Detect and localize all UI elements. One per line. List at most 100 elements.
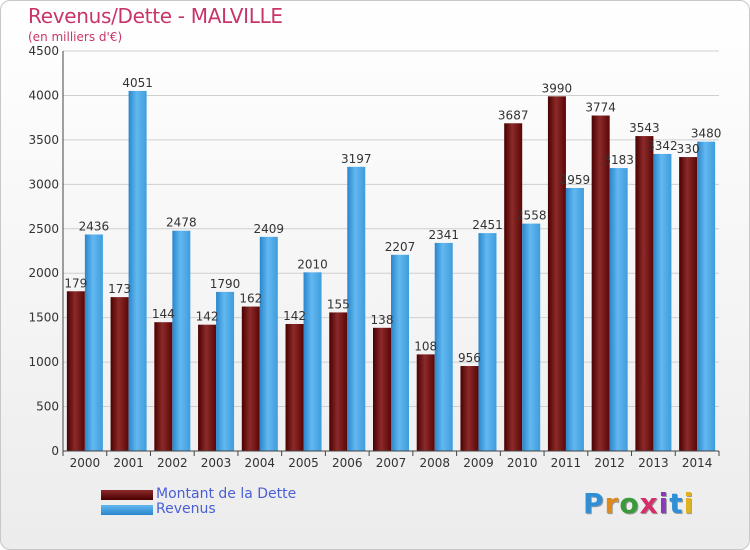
- x-tick-label: 2003: [201, 456, 232, 470]
- bar-debt: [329, 312, 348, 451]
- x-tick-label: 2001: [113, 456, 144, 470]
- bar-debt: [373, 327, 391, 451]
- bar-debt: [198, 324, 217, 451]
- logo-letter: r: [604, 487, 620, 520]
- data-label-revenue: 2558: [516, 209, 547, 223]
- bar-revenue: [216, 291, 235, 451]
- data-label-debt: 330: [677, 142, 700, 156]
- y-tick-label: 3000: [28, 177, 59, 191]
- data-label-debt: 3543: [629, 121, 660, 135]
- data-label-revenue: 2010: [297, 257, 328, 271]
- bar-debt: [154, 322, 173, 451]
- chart-title: Revenus/Dette - MALVILLE: [28, 4, 283, 28]
- data-label-revenue: 3197: [341, 152, 372, 166]
- data-label-debt: 179: [64, 276, 87, 290]
- x-tick-label: 2014: [682, 456, 713, 470]
- bar-revenue: [303, 272, 322, 451]
- bar-debt: [547, 96, 566, 451]
- y-tick-label: 500: [36, 400, 59, 414]
- y-tick-label: 2000: [28, 266, 59, 280]
- axes: 0 500 1000 1500 2000 2500 3000 3500 4000 4500 2000…: [28, 44, 720, 470]
- data-label-debt: 144: [152, 307, 175, 321]
- y-tick-label: 4500: [28, 44, 59, 58]
- bar-revenue: [259, 236, 278, 451]
- data-label-debt: 142: [283, 309, 306, 323]
- data-label-debt: 173: [108, 282, 131, 296]
- logo-letter: i: [658, 487, 670, 520]
- data-label-debt: 162: [239, 292, 262, 306]
- bar-revenue: [565, 187, 584, 451]
- data-label-revenue: 2451: [472, 218, 503, 232]
- bar-debt: [460, 366, 479, 451]
- bar-debt: [241, 306, 260, 451]
- data-label-revenue: 4051: [122, 76, 153, 90]
- bar-revenue: [434, 242, 453, 451]
- bar-revenue: [653, 153, 672, 451]
- bar-debt: [635, 136, 654, 452]
- data-label-debt: 138: [371, 313, 394, 327]
- x-tick-label: 2011: [551, 456, 582, 470]
- y-tick-label: 4000: [28, 88, 59, 102]
- bar-revenue: [84, 234, 103, 451]
- logo-letter: t: [669, 487, 684, 520]
- x-tick-label: 2002: [157, 456, 188, 470]
- data-label-debt: 3687: [498, 108, 529, 122]
- bar-revenue: [172, 230, 191, 451]
- data-label-revenue: 2341: [428, 228, 459, 242]
- data-label-debt: 142: [196, 310, 219, 324]
- bar-revenue: [391, 254, 409, 451]
- bar-revenue: [347, 166, 366, 452]
- data-label-revenue: 2436: [79, 219, 110, 233]
- chart-subtitle: (en milliers d'€): [28, 30, 123, 44]
- x-tick-label: 2009: [463, 456, 494, 470]
- x-tick-label: 2012: [594, 456, 625, 470]
- y-tick-label: 3500: [28, 133, 59, 147]
- bar-debt: [110, 297, 129, 451]
- x-tick-label: 2006: [332, 456, 363, 470]
- data-label-revenue: 2409: [254, 222, 285, 236]
- y-tick-label: 0: [51, 444, 59, 458]
- y-tick-label: 2500: [28, 222, 59, 236]
- logo-letter: i: [683, 487, 695, 520]
- data-label-revenue: 2478: [166, 216, 197, 230]
- bar-debt: [66, 291, 85, 451]
- data-label-revenue: 3480: [691, 127, 722, 141]
- bar-debt: [416, 354, 435, 451]
- y-tick-label: 1000: [28, 355, 59, 369]
- proxiti-logo: Proxiti: [583, 487, 694, 520]
- x-tick-label: 2013: [638, 456, 669, 470]
- data-label-revenue: 3183: [603, 153, 634, 167]
- bar-revenue: [609, 168, 628, 452]
- data-label-debt: 3990: [542, 81, 573, 95]
- legend-label-debt: Montant de la Dette: [156, 486, 297, 502]
- x-tick-label: 2000: [70, 456, 101, 470]
- bar-debt: [591, 115, 610, 452]
- bar-revenue: [522, 223, 541, 451]
- x-tick-label: 2010: [507, 456, 538, 470]
- data-label-revenue: 2959: [560, 173, 591, 187]
- bar-debt: [285, 323, 304, 451]
- bar-debt: [679, 157, 698, 452]
- data-label-revenue: 2207: [385, 240, 416, 254]
- data-label-revenue: 1790: [210, 277, 241, 291]
- x-tick-label: 2005: [288, 456, 319, 470]
- x-tick-label: 2004: [245, 456, 276, 470]
- data-label-revenue: 3342: [647, 139, 678, 153]
- bar-debt: [504, 123, 523, 452]
- bar-revenue: [128, 90, 147, 452]
- bars: [66, 90, 716, 452]
- x-tick-label: 2007: [376, 456, 407, 470]
- bar-revenue: [478, 233, 497, 451]
- logo-letter: x: [639, 487, 659, 520]
- legend-label-revenue: Revenus: [156, 501, 216, 517]
- data-label-debt: 155: [327, 297, 350, 311]
- bar-revenue: [697, 141, 716, 451]
- legend-swatch-debt: [101, 490, 153, 500]
- data-label-debt: 3774: [585, 101, 616, 115]
- data-label-debt: 956: [458, 351, 481, 365]
- legend-swatch-revenue: [101, 505, 153, 515]
- logo-letter: o: [619, 487, 640, 520]
